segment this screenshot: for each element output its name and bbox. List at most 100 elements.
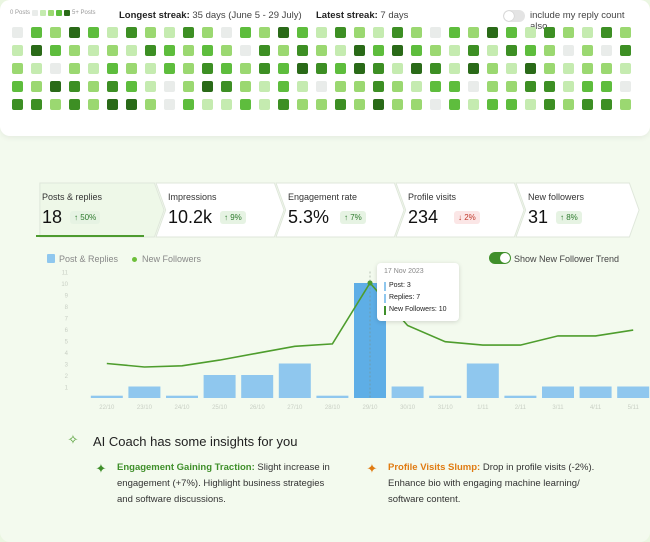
heatmap-cell[interactable] <box>88 99 99 110</box>
heatmap-cell[interactable] <box>620 63 631 74</box>
heatmap-cell[interactable] <box>411 81 422 92</box>
heatmap-cell[interactable] <box>145 99 156 110</box>
heatmap-cell[interactable] <box>278 81 289 92</box>
heatmap-cell[interactable] <box>373 27 384 38</box>
heatmap-cell[interactable] <box>69 63 80 74</box>
stat-engagement-rate[interactable]: Engagement rate 5.3% ↑ 7% <box>275 182 406 238</box>
heatmap-cell[interactable] <box>50 81 61 92</box>
heatmap-cell[interactable] <box>487 81 498 92</box>
heatmap-cell[interactable] <box>221 99 232 110</box>
heatmap-cell[interactable] <box>164 27 175 38</box>
heatmap-cell[interactable] <box>107 45 118 56</box>
heatmap-cell[interactable] <box>278 99 289 110</box>
heatmap-cell[interactable] <box>88 63 99 74</box>
heatmap-cell[interactable] <box>88 45 99 56</box>
heatmap-cell[interactable] <box>354 45 365 56</box>
heatmap-cell[interactable] <box>430 81 441 92</box>
heatmap-cell[interactable] <box>221 81 232 92</box>
heatmap-cell[interactable] <box>601 99 612 110</box>
heatmap-cell[interactable] <box>12 27 23 38</box>
heatmap-cell[interactable] <box>240 63 251 74</box>
heatmap-cell[interactable] <box>373 63 384 74</box>
heatmap-cell[interactable] <box>164 99 175 110</box>
heatmap-cell[interactable] <box>145 45 156 56</box>
heatmap-cell[interactable] <box>126 99 137 110</box>
heatmap-cell[interactable] <box>582 45 593 56</box>
heatmap-cell[interactable] <box>506 45 517 56</box>
heatmap-cell[interactable] <box>582 27 593 38</box>
heatmap-cell[interactable] <box>525 45 536 56</box>
heatmap-cell[interactable] <box>31 81 42 92</box>
heatmap-cell[interactable] <box>525 81 536 92</box>
heatmap-cell[interactable] <box>487 45 498 56</box>
heatmap-cell[interactable] <box>50 99 61 110</box>
heatmap-cell[interactable] <box>601 45 612 56</box>
heatmap-cell[interactable] <box>221 63 232 74</box>
heatmap-cell[interactable] <box>88 81 99 92</box>
heatmap-cell[interactable] <box>12 45 23 56</box>
heatmap-cell[interactable] <box>240 45 251 56</box>
heatmap-cell[interactable] <box>563 27 574 38</box>
heatmap-cell[interactable] <box>202 45 213 56</box>
heatmap-cell[interactable] <box>183 45 194 56</box>
heatmap-cell[interactable] <box>335 63 346 74</box>
heatmap-cell[interactable] <box>107 81 118 92</box>
heatmap-cell[interactable] <box>373 81 384 92</box>
heatmap-cell[interactable] <box>430 99 441 110</box>
heatmap-cell[interactable] <box>620 81 631 92</box>
heatmap-cell[interactable] <box>544 27 555 38</box>
heatmap-cell[interactable] <box>449 45 460 56</box>
heatmap-cell[interactable] <box>544 81 555 92</box>
heatmap-cell[interactable] <box>316 27 327 38</box>
heatmap-cell[interactable] <box>126 27 137 38</box>
heatmap-cell[interactable] <box>563 63 574 74</box>
heatmap-cell[interactable] <box>392 45 403 56</box>
heatmap-cell[interactable] <box>506 27 517 38</box>
heatmap-cell[interactable] <box>354 27 365 38</box>
heatmap-cell[interactable] <box>449 99 460 110</box>
heatmap-cell[interactable] <box>525 63 536 74</box>
heatmap-cell[interactable] <box>468 99 479 110</box>
heatmap-cell[interactable] <box>50 63 61 74</box>
heatmap-cell[interactable] <box>335 27 346 38</box>
heatmap-cell[interactable] <box>563 81 574 92</box>
heatmap-cell[interactable] <box>145 27 156 38</box>
heatmap-cell[interactable] <box>183 63 194 74</box>
heatmap-cell[interactable] <box>297 63 308 74</box>
heatmap-cell[interactable] <box>411 63 422 74</box>
heatmap-cell[interactable] <box>88 27 99 38</box>
heatmap-cell[interactable] <box>278 45 289 56</box>
heatmap-cell[interactable] <box>69 81 80 92</box>
heatmap-cell[interactable] <box>259 63 270 74</box>
heatmap-cell[interactable] <box>278 27 289 38</box>
heatmap-cell[interactable] <box>221 45 232 56</box>
heatmap-cell[interactable] <box>430 45 441 56</box>
heatmap-cell[interactable] <box>107 63 118 74</box>
heatmap-cell[interactable] <box>392 63 403 74</box>
heatmap-cell[interactable] <box>221 27 232 38</box>
heatmap-cell[interactable] <box>601 27 612 38</box>
heatmap-cell[interactable] <box>449 27 460 38</box>
heatmap-cell[interactable] <box>335 45 346 56</box>
heatmap-cell[interactable] <box>69 99 80 110</box>
heatmap-cell[interactable] <box>468 27 479 38</box>
heatmap-cell[interactable] <box>392 99 403 110</box>
heatmap-cell[interactable] <box>202 81 213 92</box>
heatmap-cell[interactable] <box>582 63 593 74</box>
heatmap-cell[interactable] <box>12 81 23 92</box>
heatmap-cell[interactable] <box>411 27 422 38</box>
heatmap-cell[interactable] <box>31 45 42 56</box>
heatmap-cell[interactable] <box>487 63 498 74</box>
heatmap-cell[interactable] <box>335 99 346 110</box>
heatmap-cell[interactable] <box>50 27 61 38</box>
heatmap-cell[interactable] <box>354 63 365 74</box>
heatmap-cell[interactable] <box>316 45 327 56</box>
heatmap-cell[interactable] <box>468 63 479 74</box>
heatmap-cell[interactable] <box>202 27 213 38</box>
heatmap-cell[interactable] <box>335 81 346 92</box>
heatmap-cell[interactable] <box>525 27 536 38</box>
heatmap-cell[interactable] <box>354 99 365 110</box>
heatmap-cell[interactable] <box>582 99 593 110</box>
heatmap-cell[interactable] <box>544 99 555 110</box>
heatmap-cell[interactable] <box>430 27 441 38</box>
